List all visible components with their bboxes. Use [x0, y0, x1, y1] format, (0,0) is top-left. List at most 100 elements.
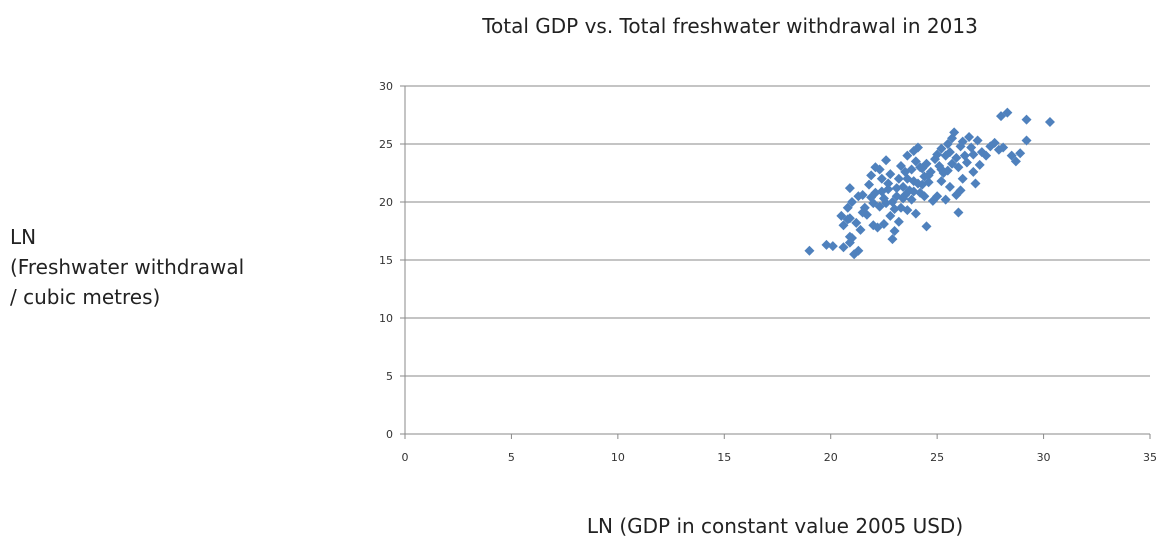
data-point [1006, 150, 1017, 161]
data-point [838, 242, 849, 253]
data-point [942, 139, 953, 149]
data-point [932, 149, 943, 160]
data-point [942, 165, 953, 176]
data-point [989, 137, 1000, 148]
data-point [853, 245, 864, 256]
data-point [827, 241, 838, 252]
data-point [893, 173, 904, 184]
data-point [908, 186, 919, 197]
gridlines [405, 85, 1150, 377]
data-point [998, 142, 1009, 153]
data-point [1010, 156, 1021, 167]
y-tick-label: 20 [379, 196, 393, 209]
data-point [885, 210, 896, 221]
data-point [955, 185, 966, 196]
data-point [844, 213, 855, 224]
data-point [981, 150, 992, 161]
y-tick-label: 15 [379, 254, 393, 267]
y-axis-label: LN (Freshwater withdrawal / cubic metres… [10, 222, 310, 312]
data-point [906, 194, 917, 205]
data-point [972, 135, 983, 146]
data-point [912, 142, 923, 153]
chart-title: Total GDP vs. Total freshwater withdrawa… [482, 14, 978, 38]
data-point [857, 190, 868, 201]
data-point [902, 205, 913, 216]
data-point [881, 198, 892, 209]
data-point [912, 178, 923, 189]
data-point [974, 159, 985, 170]
tick-labels: 0 5 10 15 20 25 30 0 5 10 15 20 25 30 35 [379, 80, 1157, 464]
data-point [944, 181, 955, 192]
y-axis-label-line-2: (Freshwater withdrawal [10, 255, 245, 279]
data-point [953, 207, 964, 218]
data-point [864, 179, 875, 190]
y-tick-label: 5 [386, 370, 393, 383]
y-tick-label: 25 [379, 138, 393, 151]
data-point [951, 152, 962, 163]
data-point [876, 186, 887, 197]
data-point [902, 150, 913, 161]
y-tick-label: 0 [386, 428, 393, 441]
x-tick-label: 15 [717, 451, 731, 464]
data-point [895, 161, 906, 172]
y-axis-label-line-3: / cubic metres) [10, 285, 161, 309]
data-point [940, 194, 951, 205]
data-point [866, 192, 877, 203]
data-point [883, 178, 894, 189]
data-point [804, 245, 815, 256]
data-point [936, 164, 947, 175]
data-point [923, 170, 934, 181]
data-point [878, 219, 889, 230]
data-point [847, 232, 857, 243]
x-axis-label: LN (GDP in constant value 2005 USD) [586, 514, 964, 538]
data-point [949, 127, 960, 138]
data-point [964, 132, 975, 143]
data-point [957, 173, 968, 184]
data-point [968, 149, 979, 160]
y-tick-label: 30 [379, 80, 393, 93]
x-tick-label: 35 [1143, 451, 1157, 464]
data-point [1015, 148, 1026, 159]
data-point [1021, 135, 1032, 146]
data-point [889, 226, 900, 236]
x-tick-label: 10 [611, 451, 625, 464]
data-point [910, 156, 921, 167]
data-point [970, 178, 981, 189]
data-point [893, 216, 904, 227]
data-point [932, 191, 943, 202]
data-point [968, 166, 979, 177]
x-tick-label: 0 [402, 451, 409, 464]
data-point [1044, 116, 1055, 127]
data-point [936, 143, 947, 154]
x-tick-label: 30 [1037, 451, 1051, 464]
data-point [876, 173, 887, 184]
data-point [885, 169, 896, 180]
data-point [891, 183, 902, 194]
data-point [961, 157, 972, 168]
x-tick-label: 20 [824, 451, 838, 464]
data-point [851, 217, 862, 228]
data-point [906, 164, 917, 175]
data-point [944, 147, 955, 158]
x-tick-label: 5 [508, 451, 515, 464]
data-point [910, 208, 921, 219]
data-point [857, 207, 868, 218]
data-point [889, 203, 900, 214]
data-point [855, 224, 866, 235]
data-point [838, 220, 849, 231]
data-point [900, 190, 911, 201]
data-point [919, 191, 930, 202]
x-tick-label: 25 [930, 451, 944, 464]
data-point [923, 177, 934, 188]
data-point [870, 162, 881, 173]
data-point [955, 141, 966, 152]
data-point [1002, 107, 1013, 118]
data-point [953, 162, 964, 173]
data-point [842, 202, 853, 213]
data-point [936, 176, 947, 187]
data-points [804, 107, 1055, 260]
y-tick-label: 10 [379, 312, 393, 325]
y-axis-label-line-1: LN [10, 225, 37, 249]
data-point [1021, 114, 1032, 125]
